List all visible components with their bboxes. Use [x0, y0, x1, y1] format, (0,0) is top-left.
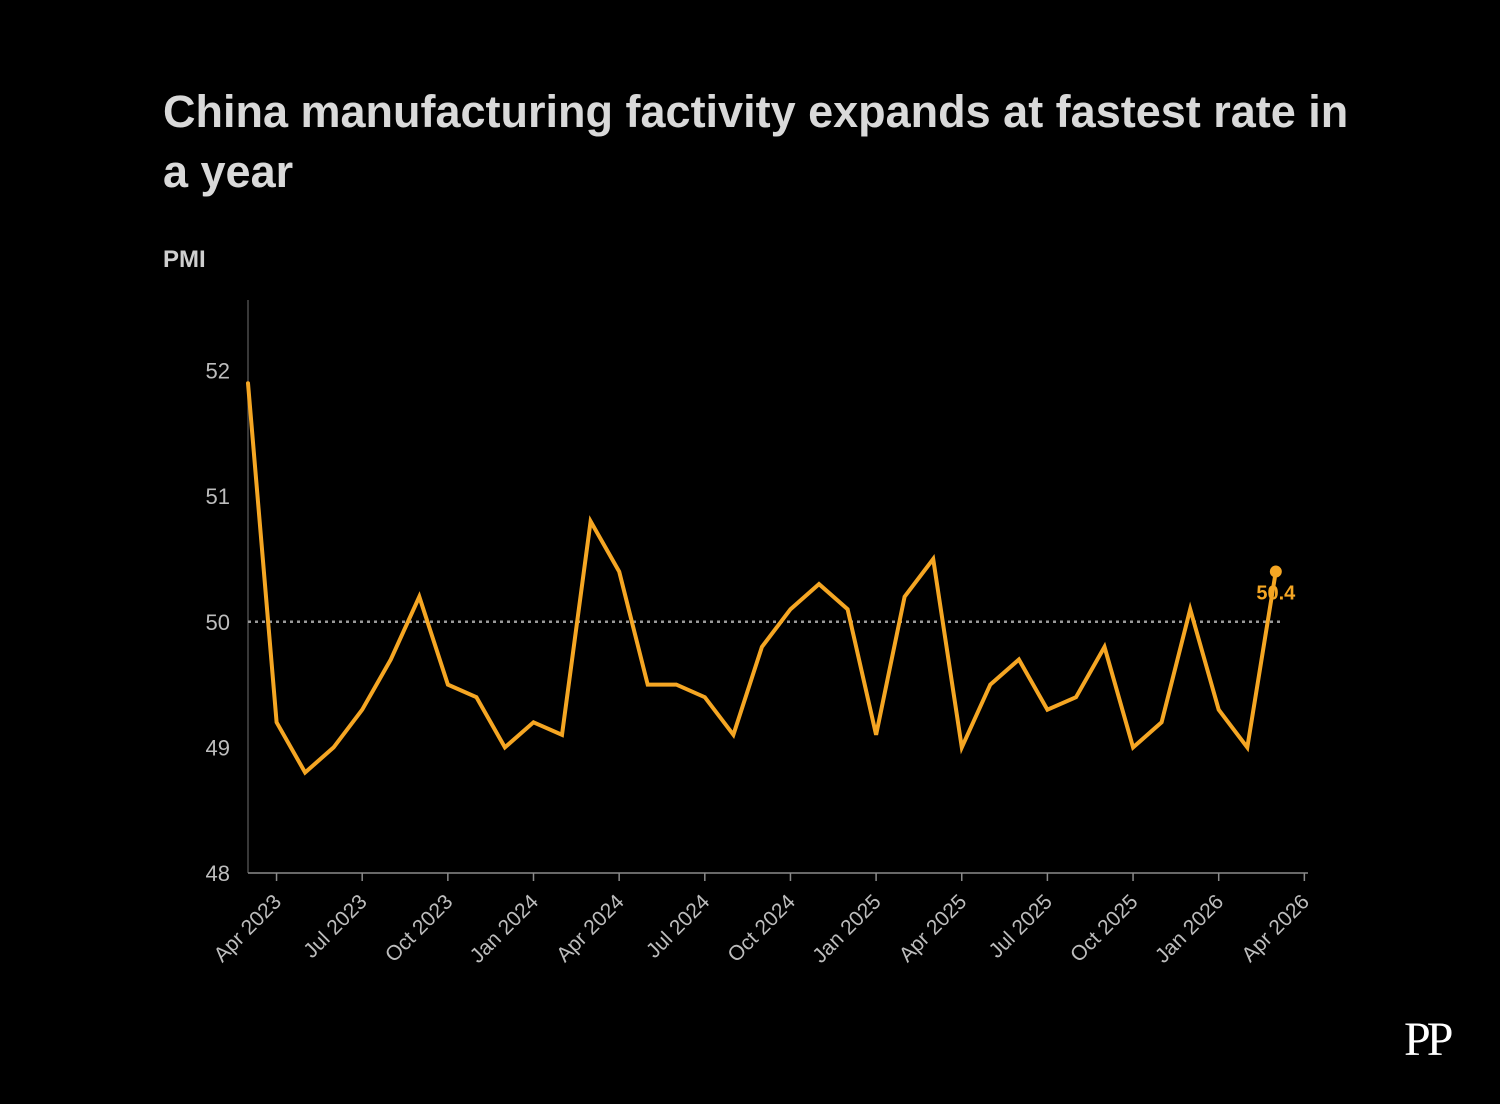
- last-value-label: 50.4: [1256, 583, 1296, 605]
- brand-logo: PP: [1404, 1013, 1453, 1066]
- x-tick-label: Jul 2024: [642, 890, 715, 963]
- plot-area: 50.4: [246, 381, 1296, 776]
- y-axis-label: PMI: [163, 246, 206, 273]
- x-tick-label: Jul 2023: [299, 890, 371, 962]
- y-tick-label: 48: [206, 861, 230, 886]
- x-tick-label: Apr 2024: [552, 890, 629, 967]
- x-tick-label: Jul 2025: [985, 890, 1057, 962]
- x-tick-label: Jan 2025: [808, 890, 885, 967]
- x-tick-label: Oct 2024: [723, 890, 800, 967]
- x-tick-label: Oct 2023: [381, 890, 458, 967]
- y-axis: 48 49 50 51 52: [206, 300, 249, 886]
- y-tick-label: 52: [206, 359, 230, 384]
- x-axis: Apr 2023 Jul 2023 Oct 2023 Jan 2024 Apr 2024…: [210, 872, 1314, 968]
- y-tick-label: 49: [206, 735, 230, 760]
- y-tick-label: 51: [206, 484, 230, 509]
- x-tick-label: Oct 2025: [1066, 890, 1143, 967]
- chart-title: China manufacturing factivity expands at…: [163, 86, 1349, 197]
- series-line-pmi: [246, 381, 1278, 776]
- x-tick-label: Jan 2024: [466, 890, 544, 968]
- x-tick-label: Apr 2026: [1237, 890, 1314, 967]
- x-tick-label: Apr 2025: [895, 890, 972, 967]
- y-tick-label: 50: [206, 610, 230, 635]
- x-tick-label: Apr 2023: [210, 890, 287, 967]
- x-tick-label: Jan 2026: [1151, 890, 1228, 967]
- last-data-point: [1269, 565, 1282, 578]
